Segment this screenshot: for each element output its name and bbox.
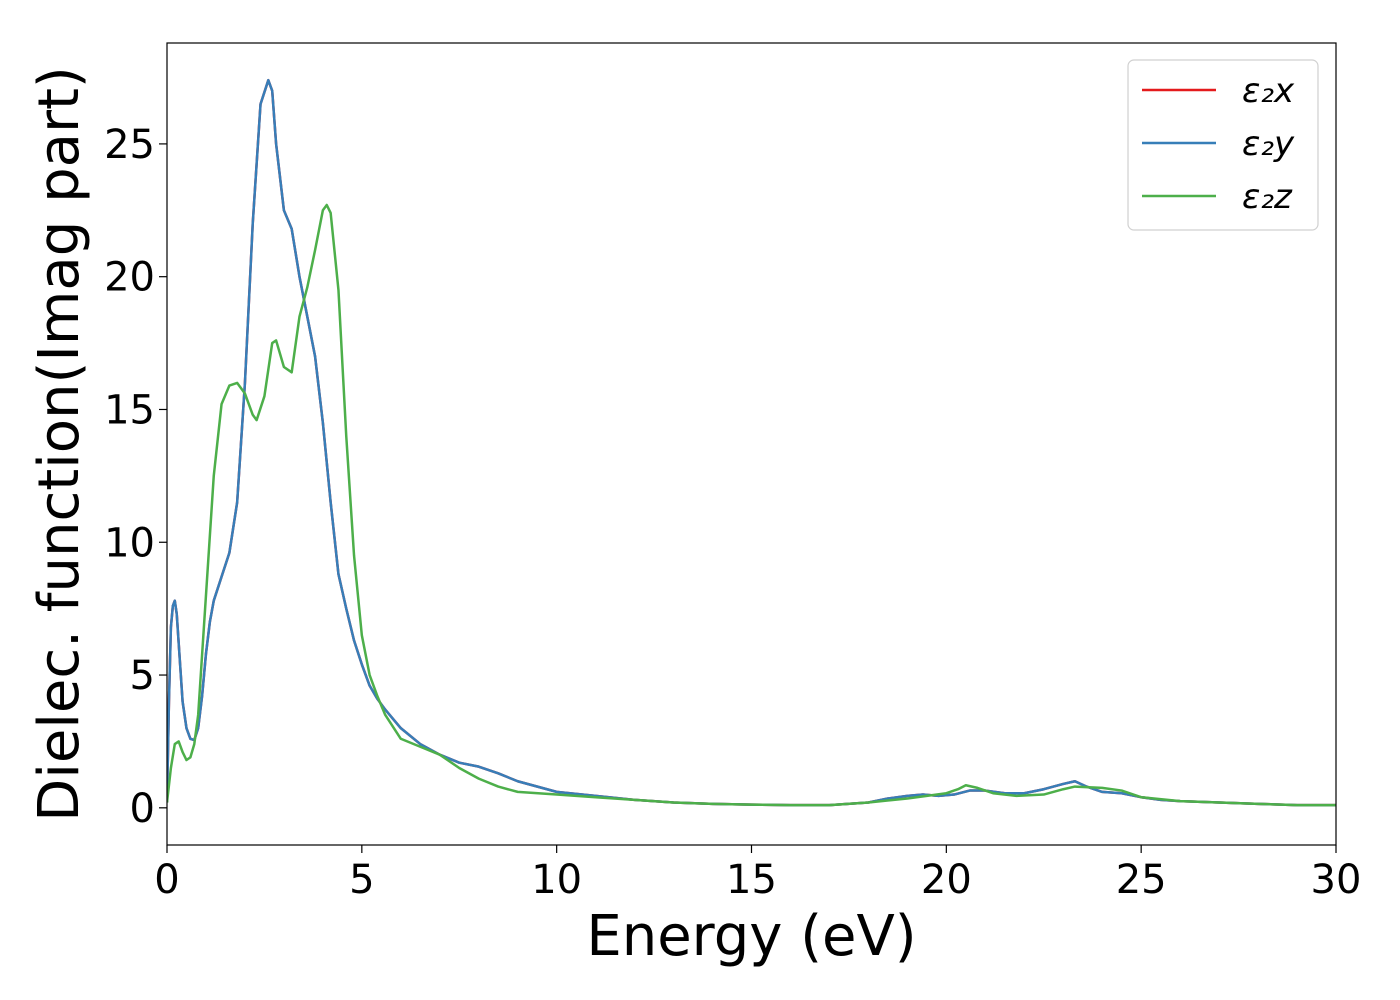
x-tick-label: 25	[1116, 857, 1167, 903]
y-tick-label: 5	[130, 653, 155, 699]
y-tick-label: 20	[104, 255, 155, 301]
x-tick-label: 15	[726, 857, 777, 903]
legend-box	[1127, 59, 1319, 231]
x-axis-ticks: 0 5 10 15 20 25 30	[154, 845, 1361, 903]
y-tick-label: 10	[104, 520, 155, 566]
series-line-z	[167, 203, 1336, 807]
x-tick-label: 10	[531, 857, 582, 903]
y-axis-title: Dielec. function(Imag part)	[27, 66, 92, 822]
legend: ε₂x ε₂y ε₂z	[1127, 59, 1319, 231]
y-tick-label: 15	[104, 387, 155, 433]
x-tick-label: 20	[921, 857, 972, 903]
legend-label: ε₂z	[1242, 177, 1293, 217]
x-tick-label: 30	[1311, 857, 1362, 903]
y-tick-label: 25	[104, 122, 155, 168]
series-layer	[167, 78, 1336, 807]
x-axis-title: Energy (eV)	[586, 904, 916, 969]
x-tick-label: 5	[349, 857, 374, 903]
legend-label: ε₂x	[1242, 71, 1295, 111]
y-axis-ticks: 0 5 10 15 20 25	[104, 122, 167, 832]
y-tick-label: 0	[130, 786, 155, 832]
series-line-y	[167, 78, 1336, 807]
x-tick-label: 0	[154, 857, 179, 903]
legend-label: ε₂y	[1242, 124, 1295, 164]
